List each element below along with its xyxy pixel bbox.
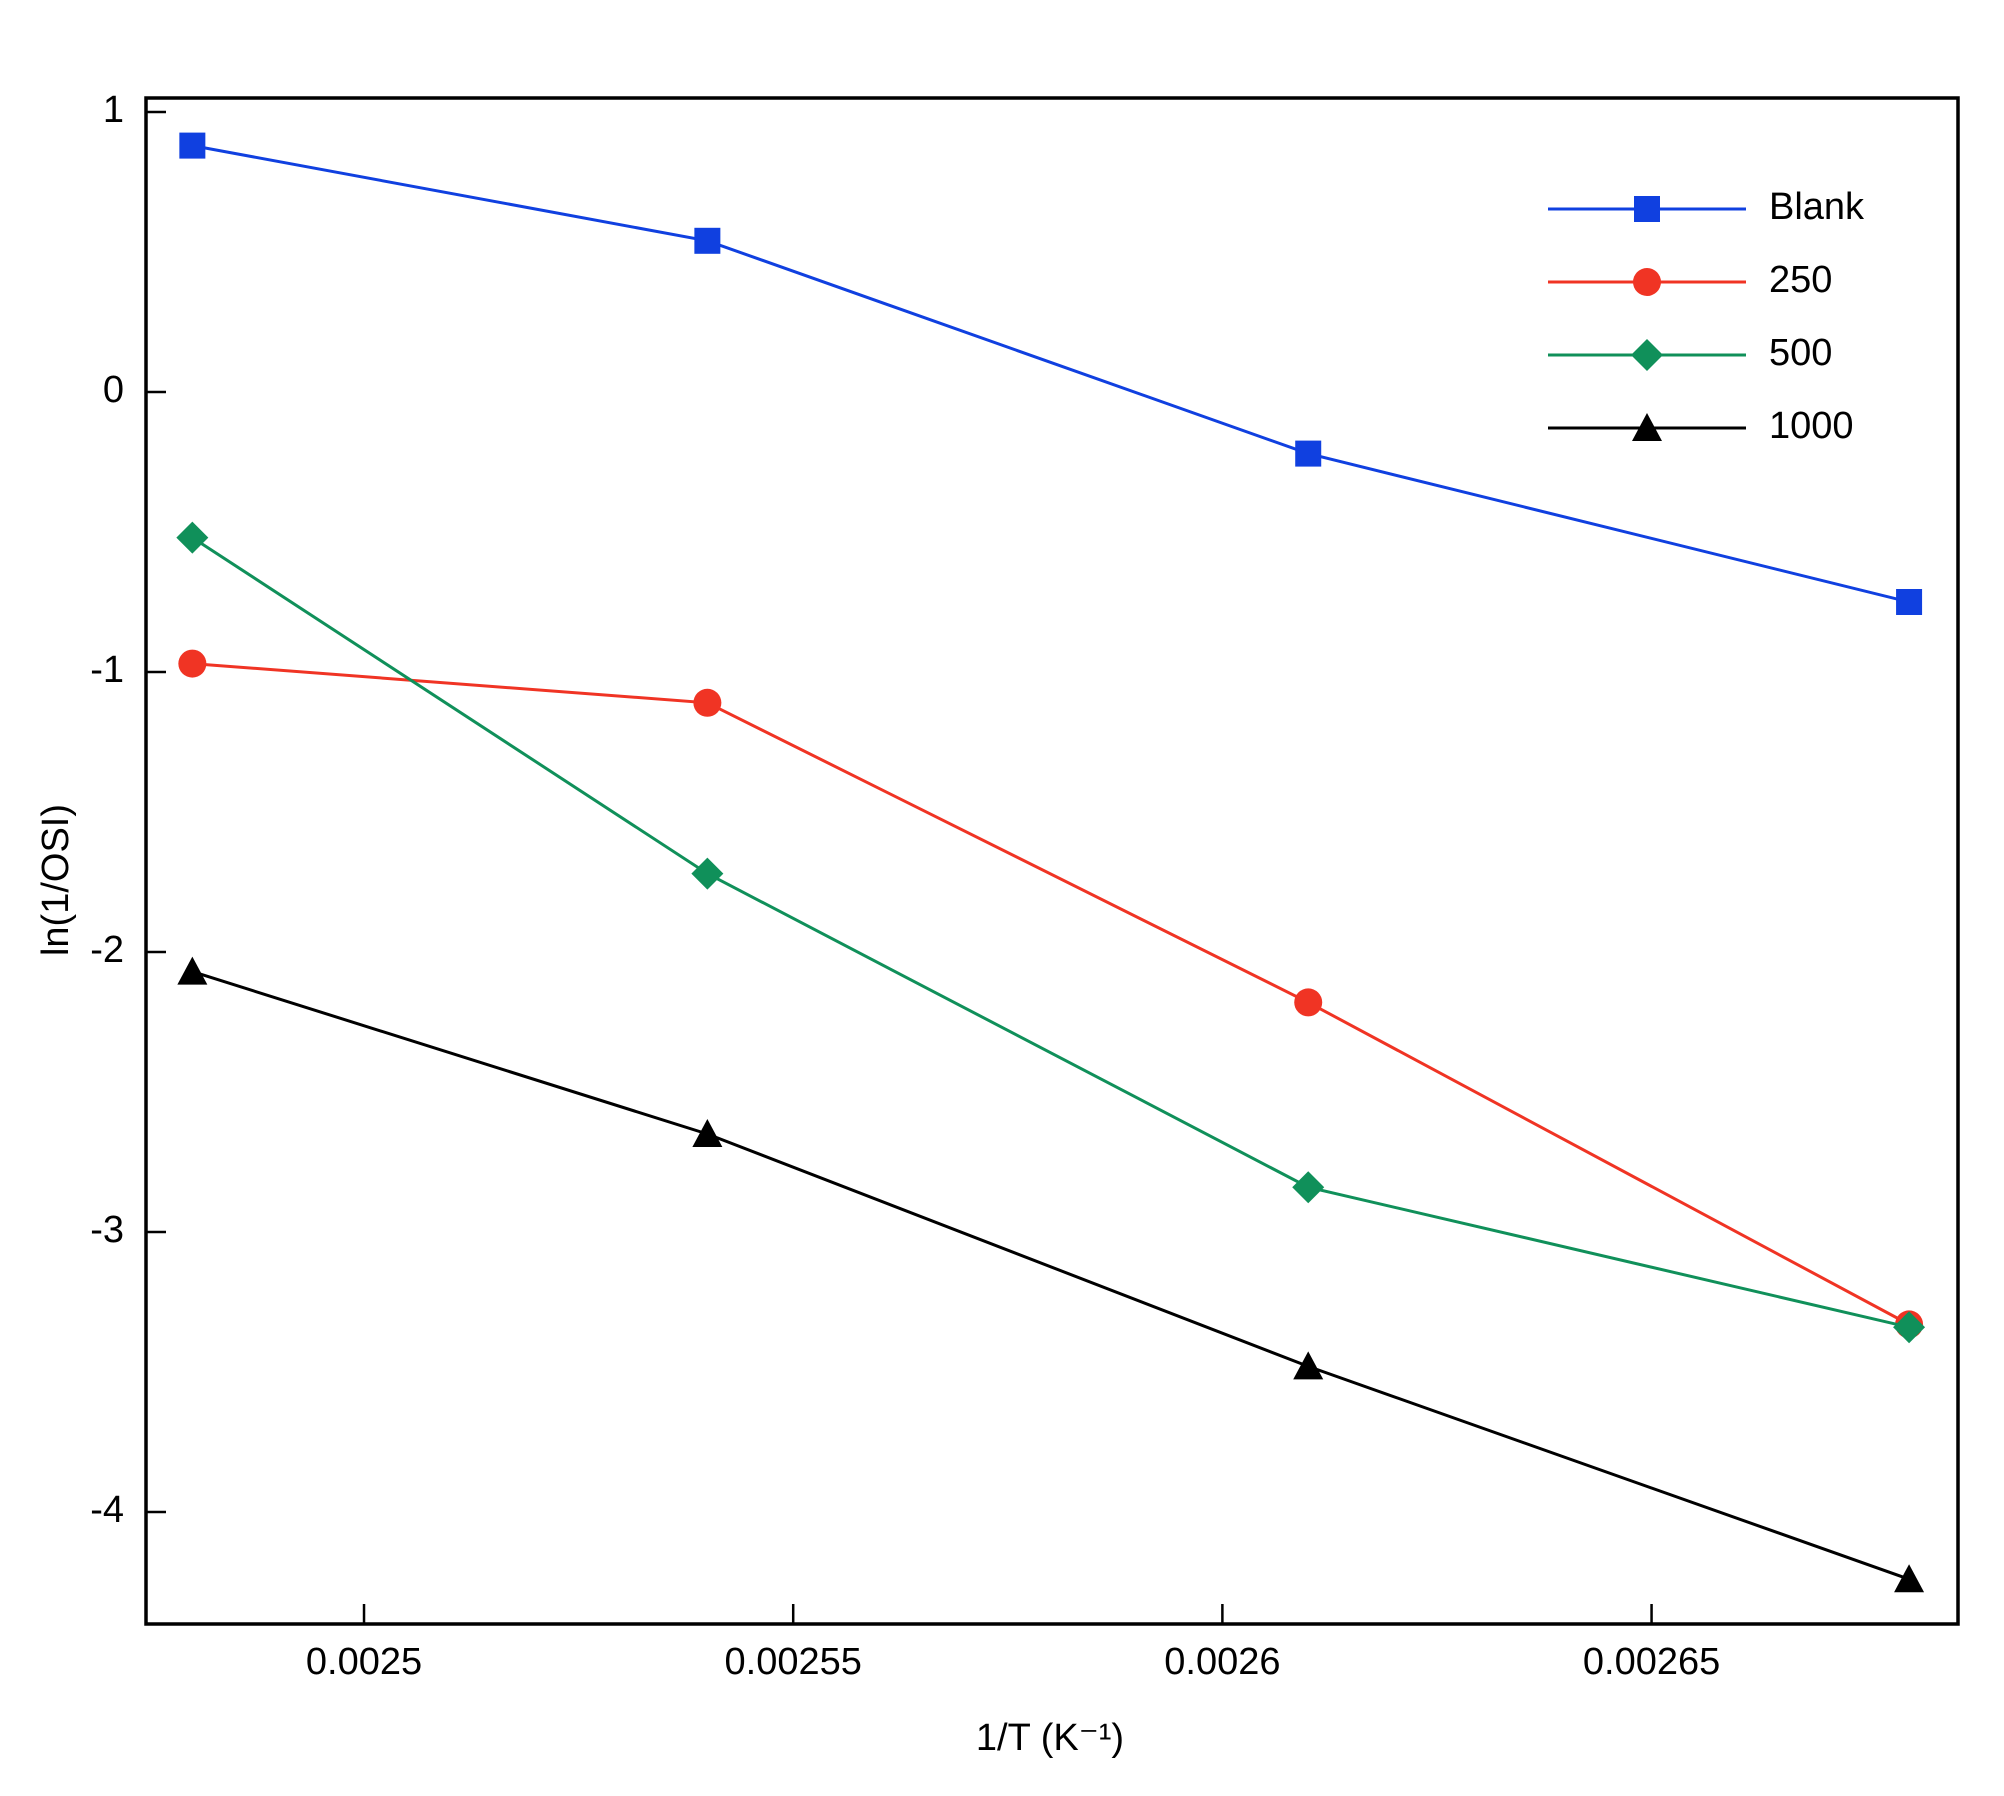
- series-line: [192, 144, 1910, 604]
- series-line: [192, 662, 1910, 1326]
- marker: [1896, 589, 1923, 615]
- x-tick-label: 0.0025: [306, 1641, 422, 1683]
- marker: [1893, 1311, 1926, 1344]
- y-tick-label: -3: [90, 1209, 124, 1251]
- y-tick-label: -1: [90, 649, 124, 691]
- legend-label: 1000: [1769, 405, 1854, 447]
- marker: [176, 521, 209, 554]
- x-tick-label: 0.00265: [1583, 1641, 1720, 1683]
- marker: [1631, 339, 1663, 371]
- y-tick-label: -2: [90, 929, 124, 971]
- marker: [1295, 440, 1322, 467]
- marker: [1294, 988, 1323, 1017]
- y-tick-label: -4: [90, 1489, 124, 1531]
- series-line: [191, 536, 1910, 1329]
- plot-frame: [144, 96, 1960, 1626]
- y-axis-label: ln(1/OSI): [35, 804, 77, 956]
- y-tick-label: 0: [103, 369, 124, 411]
- marker: [1894, 1564, 1925, 1593]
- marker: [177, 956, 208, 985]
- marker: [1633, 268, 1661, 296]
- x-tick-label: 0.00255: [725, 1641, 862, 1683]
- x-axis-label: 1/T (K⁻¹): [976, 1717, 1124, 1759]
- marker: [1293, 1351, 1324, 1380]
- marker: [1634, 196, 1660, 222]
- marker: [179, 132, 206, 159]
- legend-label: 500: [1769, 332, 1832, 374]
- y-tick-label: 1: [103, 89, 124, 131]
- marker: [694, 227, 721, 254]
- legend-label: 250: [1769, 259, 1832, 301]
- marker: [691, 857, 724, 890]
- marker: [692, 1119, 723, 1147]
- marker: [178, 649, 207, 678]
- marker: [1632, 413, 1662, 441]
- marker: [1292, 1171, 1325, 1204]
- legend-label: Blank: [1769, 186, 1865, 228]
- x-tick-label: 0.0026: [1164, 1641, 1280, 1683]
- series-line: [191, 970, 1910, 1581]
- marker: [693, 688, 722, 717]
